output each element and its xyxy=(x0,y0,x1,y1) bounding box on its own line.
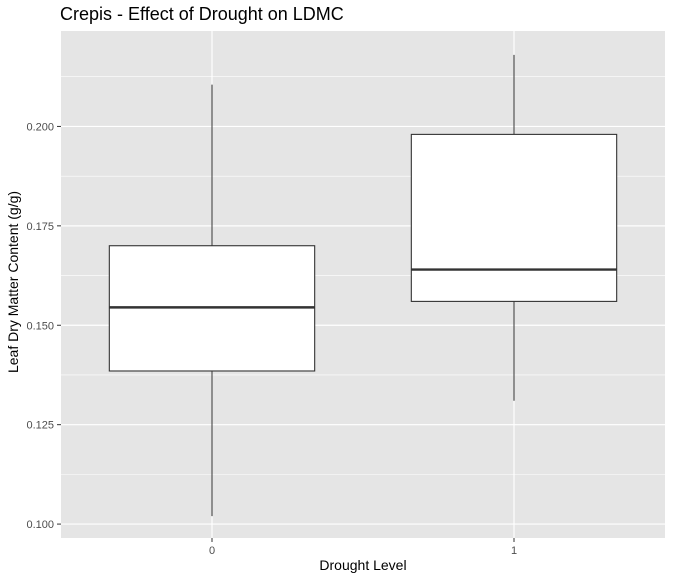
x-axis-title: Drought Level xyxy=(319,557,406,573)
box-group-1 xyxy=(410,54,618,401)
x-tick-label: 0 xyxy=(209,545,215,557)
y-tick-label: 0.175 xyxy=(26,221,54,233)
box xyxy=(410,133,618,302)
chart-title: Crepis - Effect of Drought on LDMC xyxy=(60,4,344,24)
y-axis-ticks: 0.100 0.125 0.150 0.175 0.200 xyxy=(26,121,61,531)
x-tick-label: 1 xyxy=(511,545,517,557)
y-tick-label: 0.125 xyxy=(26,420,54,432)
y-tick-label: 0.100 xyxy=(26,519,54,531)
y-tick-label: 0.150 xyxy=(26,320,54,332)
y-axis-title: Leaf Dry Matter Content (g/g) xyxy=(5,191,21,373)
boxes xyxy=(108,54,618,517)
y-tick-label: 0.200 xyxy=(26,121,54,133)
box-group-0 xyxy=(108,84,316,517)
